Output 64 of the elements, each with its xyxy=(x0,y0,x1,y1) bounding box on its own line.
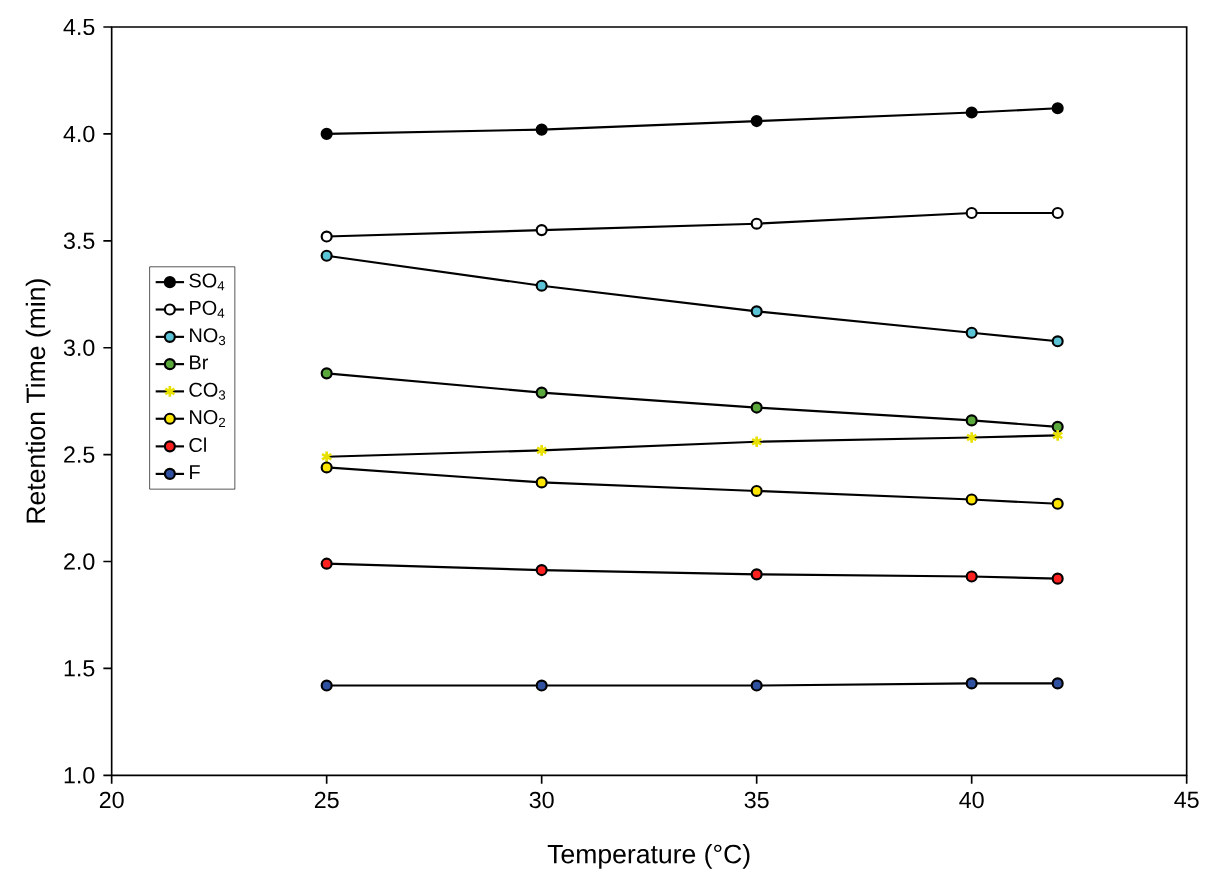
point xyxy=(1051,206,1064,220)
x-tick-label: 35 xyxy=(744,791,769,809)
point xyxy=(320,450,333,464)
y-tick-label: 1.0 xyxy=(64,767,95,784)
point xyxy=(750,435,763,449)
point xyxy=(965,414,978,427)
point xyxy=(965,326,978,339)
legend-label: SO$_{4}$ xyxy=(189,273,225,291)
x-tick-label: 20 xyxy=(99,791,124,809)
point xyxy=(320,557,333,570)
point xyxy=(1051,420,1064,433)
y-tick-label: 2.0 xyxy=(64,553,95,570)
point xyxy=(320,127,333,140)
point xyxy=(535,279,548,292)
point xyxy=(535,564,548,577)
legend-label: Cl xyxy=(189,437,206,453)
y-tick-label: 2.5 xyxy=(64,446,95,463)
point xyxy=(535,224,548,237)
point xyxy=(1051,572,1064,585)
point xyxy=(1051,102,1064,115)
point xyxy=(535,443,548,457)
point xyxy=(965,570,978,583)
y-tick-label: 4.0 xyxy=(63,125,95,143)
point xyxy=(965,206,978,220)
y-tick-label: 4.5 xyxy=(63,18,95,36)
y-tick-label: 3.0 xyxy=(63,339,95,356)
point xyxy=(750,568,763,581)
point xyxy=(750,401,763,414)
point xyxy=(535,679,548,692)
point xyxy=(320,461,333,474)
point xyxy=(1051,428,1064,443)
y-tick-label: 1.5 xyxy=(64,660,95,677)
legend-label: NO$_{2}$ xyxy=(190,410,226,427)
point xyxy=(1051,677,1064,690)
point xyxy=(320,249,333,262)
point xyxy=(1051,335,1064,348)
legend-label: F xyxy=(190,465,200,480)
point xyxy=(750,115,763,128)
point xyxy=(965,493,978,506)
point xyxy=(320,367,333,380)
y-tick-label: 3.5 xyxy=(63,232,95,250)
x-axis-title: Temperature (°C) xyxy=(547,843,750,869)
legend-label: NO$_{3}$ xyxy=(190,328,226,346)
point xyxy=(965,106,978,119)
x-tick-label: 45 xyxy=(1174,791,1199,808)
point xyxy=(750,217,763,230)
point xyxy=(750,484,763,498)
point xyxy=(750,305,763,318)
x-tick-label: 30 xyxy=(529,791,554,809)
legend-label: PO$_{4}$ xyxy=(190,300,225,318)
point xyxy=(750,679,763,692)
x-tick-label: 40 xyxy=(959,791,984,809)
point xyxy=(535,386,548,399)
point xyxy=(320,230,333,243)
y-axis-title: Retention Time (min) xyxy=(25,279,51,523)
point xyxy=(965,430,978,445)
legend-label: CO$_{3}$ xyxy=(189,382,226,400)
point xyxy=(1051,497,1064,510)
point xyxy=(535,476,548,489)
point xyxy=(965,677,978,690)
x-tick-label: 25 xyxy=(314,791,339,809)
point xyxy=(535,123,548,136)
point xyxy=(320,679,333,692)
legend-label: Br xyxy=(190,355,209,370)
